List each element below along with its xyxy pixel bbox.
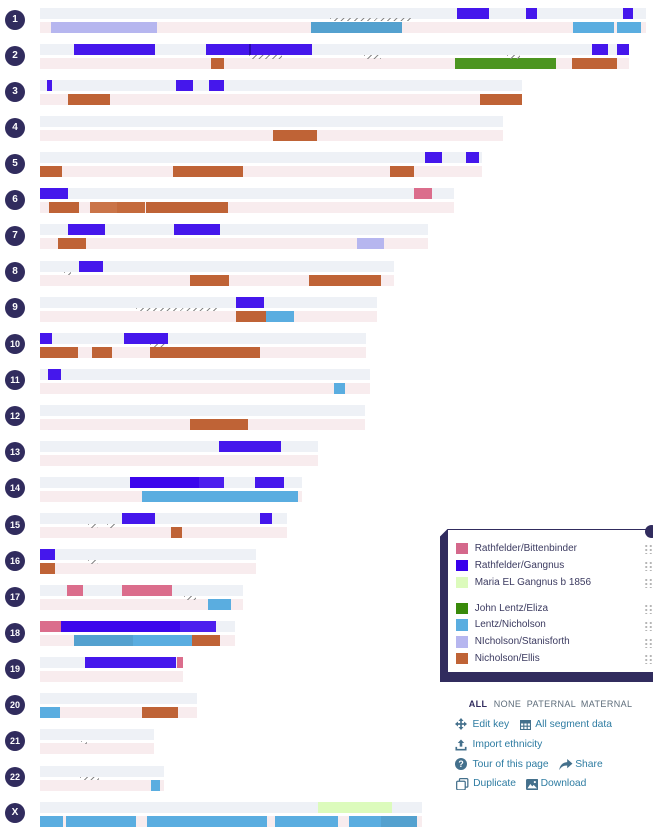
svg-text:?: ? <box>458 759 463 769</box>
